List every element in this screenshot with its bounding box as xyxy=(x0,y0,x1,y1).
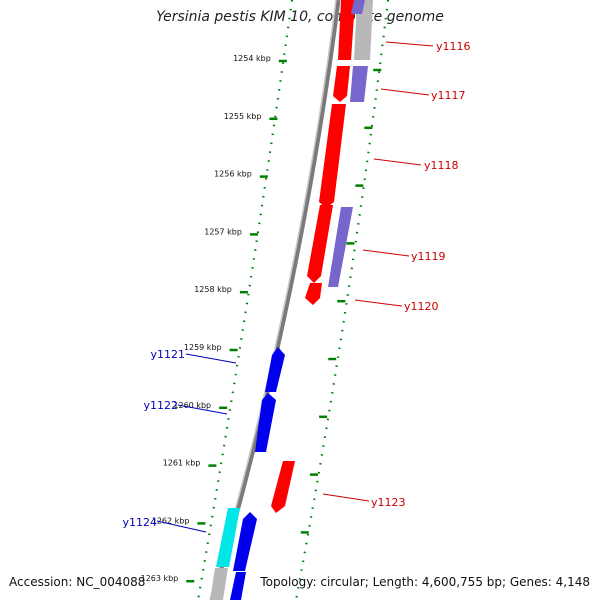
gene-extra-pseudo xyxy=(210,568,228,600)
scale-label: 1263 kbp xyxy=(141,574,179,583)
reverse-tick-ring xyxy=(196,0,294,600)
gene-y1119-arrow[interactable] xyxy=(307,205,333,283)
scale-labels: 1254 kbp 1255 kbp 1256 kbp 1257 kbp 1258 kbp… xyxy=(141,54,271,583)
label-line-y1119 xyxy=(362,249,410,257)
topology-text: Topology: circular; Length: 4,600,755 bp… xyxy=(260,575,590,589)
gene-y1122-arrow[interactable] xyxy=(255,393,276,452)
scale-label: 1262 kbp xyxy=(152,516,190,525)
gene-y1118-arrow[interactable] xyxy=(319,104,346,208)
scale-label: 1254 kbp xyxy=(233,54,271,63)
scale-label: 1258 kbp xyxy=(194,285,232,294)
gene-label-y1121[interactable]: y1121 xyxy=(150,348,185,361)
gene-y1117-arrow[interactable] xyxy=(333,66,350,102)
gene-y1121-arrow[interactable] xyxy=(265,347,285,392)
scale-label: 1261 kbp xyxy=(163,459,201,468)
gene-label-y1116[interactable]: y1116 xyxy=(436,40,471,53)
gene-y1117-alt-arrow[interactable] xyxy=(350,66,368,102)
gene-label-y1118[interactable]: y1118 xyxy=(424,159,459,172)
accession-text: Accession: NC_004088 xyxy=(9,575,146,589)
label-line-y1118 xyxy=(373,158,422,166)
gene-y1120-arrow[interactable] xyxy=(305,283,322,305)
scale-label: 1260 kbp xyxy=(173,401,211,410)
label-line-y1122 xyxy=(177,404,228,415)
gene-y1116-block[interactable] xyxy=(338,0,355,60)
gene-label-y1122[interactable]: y1122 xyxy=(143,399,178,412)
gene-y1124-alt-block xyxy=(216,508,240,567)
label-line-y1120 xyxy=(354,299,403,307)
gene-extra-arrow xyxy=(230,572,246,600)
gene-y1124-arrow[interactable] xyxy=(233,512,257,571)
label-line-y1121 xyxy=(185,353,237,364)
major-ticks xyxy=(186,59,382,583)
gene-label-y1124[interactable]: y1124 xyxy=(122,516,157,529)
gene-label-y1120[interactable]: y1120 xyxy=(404,300,439,313)
gene-y1117-alt-block xyxy=(351,0,365,14)
gene-label-y1117[interactable]: y1117 xyxy=(431,89,466,102)
scale-label: 1256 kbp xyxy=(214,170,252,179)
label-line-y1124 xyxy=(156,520,207,533)
label-line-y1123 xyxy=(322,493,370,502)
gene-y1116-pseudo-block xyxy=(354,0,373,60)
scale-label: 1259 kbp xyxy=(184,343,222,352)
label-line-y1116 xyxy=(385,41,434,47)
gene-label-y1119[interactable]: y1119 xyxy=(411,250,446,263)
gene-y1123-arrow[interactable] xyxy=(271,461,295,513)
scale-label: 1255 kbp xyxy=(224,112,262,121)
gene-y1119-alt-arrow[interactable] xyxy=(328,207,353,287)
label-line-y1117 xyxy=(380,88,430,96)
scale-label: 1257 kbp xyxy=(204,227,242,236)
gene-label-y1123[interactable]: y1123 xyxy=(371,496,406,509)
